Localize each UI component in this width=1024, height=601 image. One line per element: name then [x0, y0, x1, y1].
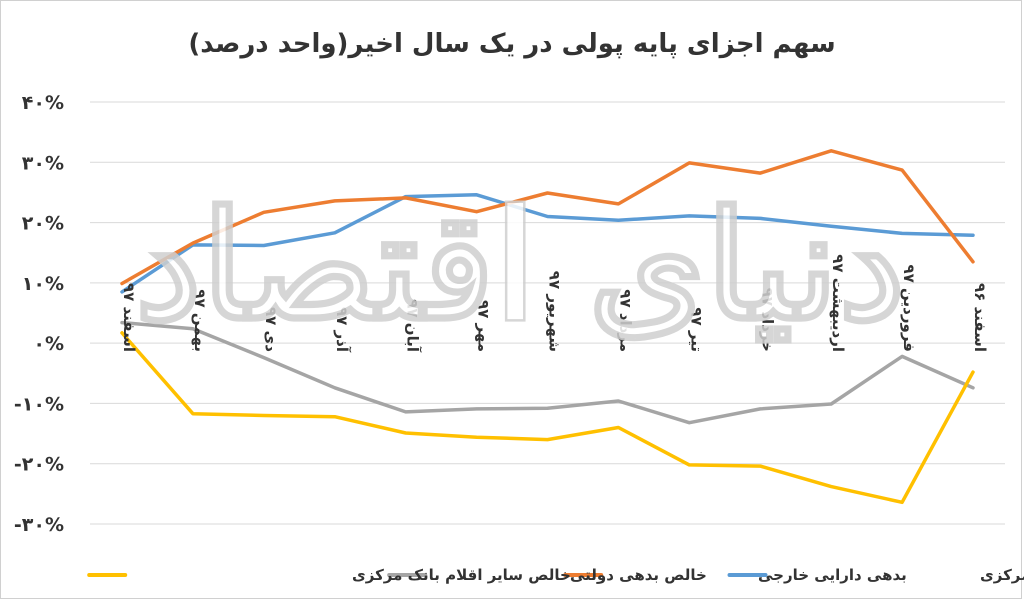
watermark: دنیای اقتصاد: [134, 177, 907, 356]
x-tick-text: خرداد ۹۷: [758, 288, 776, 352]
x-tick-text: فروردین ۹۷: [900, 265, 918, 352]
x-tick-label: دی ۹۷: [262, 307, 280, 352]
y-tick-label: ۴۰%: [22, 92, 64, 114]
series-line-4: [120, 331, 975, 505]
gridlines: [90, 101, 1005, 525]
x-tick-label: مرداد ۹۷: [616, 289, 634, 352]
legend-label: بدهی دارایی خارجی: [758, 566, 907, 584]
y-tick-label: ۱۰%: [22, 273, 64, 295]
x-tick-label: فروردین ۹۷: [900, 265, 918, 352]
x-tick-label: خرداد ۹۷: [758, 288, 776, 352]
x-tick-label: اردیبهشت ۹۷: [829, 254, 847, 352]
x-tick-label: شهریور ۹۷: [546, 271, 564, 352]
x-axis: اسفند ۹۶ فروردین ۹۷ اردیبهشت ۹۷ خرداد ۹۷ تیر…: [120, 254, 989, 353]
x-tick-text: مرداد ۹۷: [616, 289, 634, 352]
x-tick-label: بهمن ۹۷: [191, 289, 209, 352]
watermark-logo: دنیای اقتصاد: [135, 178, 905, 354]
y-tick-label: ۰%: [33, 333, 64, 355]
y-axis: ۴۰% ۳۰% ۲۰% ۱۰% ۰% -۱۰% -۲۰% -۳۰%: [14, 92, 64, 536]
y-tick-label: -۲۰%: [14, 454, 64, 476]
x-tick-text: آذر ۹۷: [333, 307, 351, 353]
x-tick-label: آبان ۹۷: [404, 299, 422, 353]
x-tick-label: مهر ۹۷: [475, 300, 493, 352]
x-tick-text: شهریور ۹۷: [546, 271, 564, 352]
y-tick-label: ۲۰%: [22, 213, 64, 235]
x-tick-label: تیر ۹۷: [687, 307, 705, 352]
x-tick-text: تیر ۹۷: [687, 307, 705, 352]
x-tick-text: مهر ۹۷: [475, 300, 493, 352]
y-tick-label: -۱۰%: [14, 393, 64, 415]
chart-title: سهم اجزای پایه پولی در یک سال اخیر(واحد …: [188, 29, 835, 59]
x-tick-text: اردیبهشت ۹۷: [829, 254, 847, 352]
legend-label: خالص بدهی دولتی: [570, 566, 707, 584]
x-tick-text: اسفند ۹۷: [120, 283, 138, 352]
x-tick-label: اسفند ۹۷: [120, 283, 138, 352]
x-tick-text: بهمن ۹۷: [191, 289, 209, 352]
x-tick-label: آذر ۹۷: [333, 307, 351, 353]
legend-label: خالص سایر اقلام بانک مرکزی: [352, 566, 571, 584]
legend-label: بدهی بانک‌ها به بانک مرکزی: [980, 566, 1024, 584]
y-tick-label: -۳۰%: [14, 514, 64, 536]
x-tick-text: آبان ۹۷: [404, 299, 422, 353]
series-lines: [120, 149, 975, 505]
x-tick-label: اسفند ۹۶: [971, 283, 989, 352]
x-tick-text: دی ۹۷: [262, 307, 280, 352]
x-tick-text: اسفند ۹۶: [971, 283, 989, 352]
y-tick-label: ۳۰%: [22, 152, 64, 174]
legend: بدهی بانک‌ها به بانک مرکزی بدهی دارایی خا…: [87, 566, 1024, 584]
